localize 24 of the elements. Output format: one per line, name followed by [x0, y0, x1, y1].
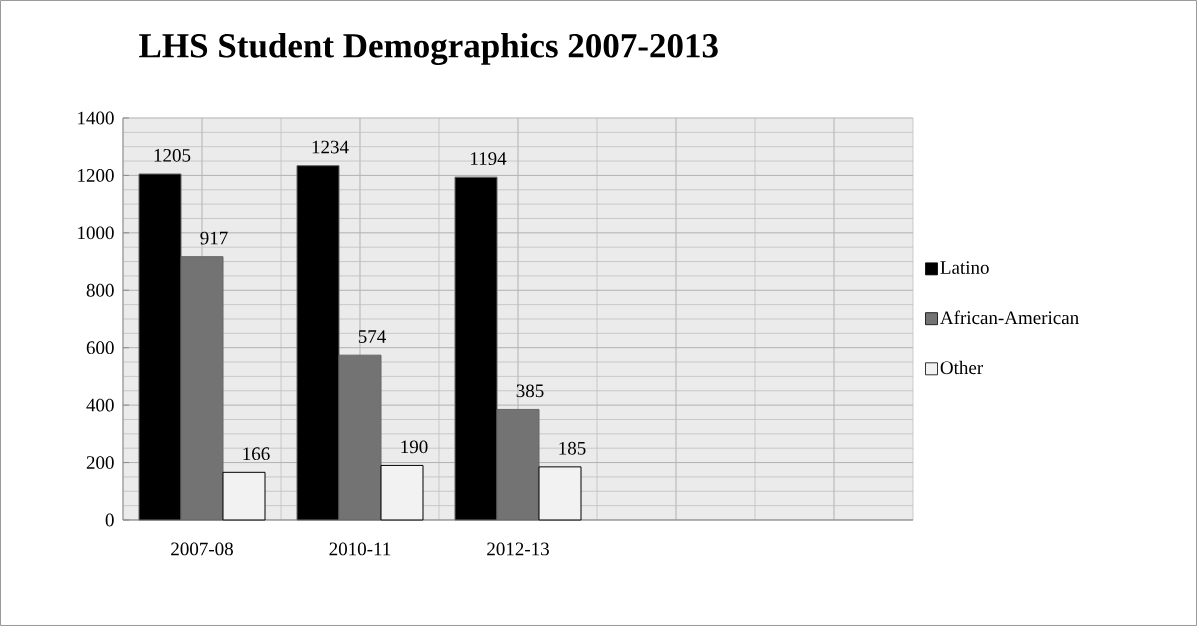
x-tick-label: 2007-08 [171, 542, 233, 556]
data-label: 1205 [154, 148, 191, 162]
data-label: 385 [516, 384, 544, 398]
legend-label: Other [940, 360, 983, 375]
data-label: 1234 [312, 140, 349, 154]
y-tick-label: 1000 [78, 226, 114, 240]
y-tick-label: 800 [86, 283, 114, 297]
y-tick-label: 200 [86, 456, 114, 469]
y-tick-label: 400 [86, 398, 114, 412]
legend-label: African-American [940, 310, 1079, 325]
legend-label: Latino [940, 261, 989, 274]
y-tick-label: 1200 [78, 169, 114, 182]
y-tick-label: 0 [105, 513, 114, 527]
x-tick-label: 2012-13 [487, 542, 549, 556]
data-label: 917 [200, 231, 228, 245]
chart-title: LHS Student Demographics 2007-2013 [139, 32, 718, 65]
data-label: 1194 [471, 152, 507, 165]
data-label: 185 [559, 441, 586, 455]
data-label: 190 [401, 440, 428, 454]
y-tick-label: 1400 [78, 111, 114, 125]
x-tick-label: 2010-11 [329, 542, 391, 556]
y-tick-label: 600 [86, 341, 114, 355]
data-label: 166 [243, 447, 270, 461]
data-label: 574 [358, 330, 386, 343]
